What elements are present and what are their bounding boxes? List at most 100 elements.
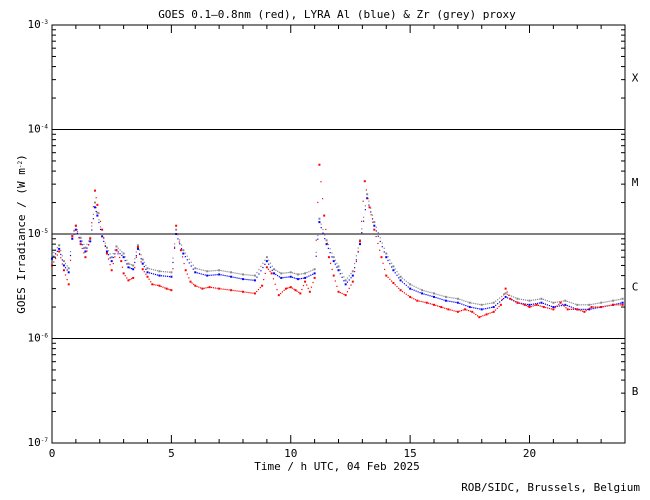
data-point — [141, 268, 144, 271]
data-point — [96, 214, 99, 217]
trace-dot — [252, 292, 254, 294]
series-1 — [51, 197, 624, 311]
trace-dot — [250, 274, 252, 276]
trace-dot — [362, 216, 365, 218]
trace-dot — [60, 253, 62, 256]
trace-dot — [467, 305, 469, 307]
trace-dot — [288, 276, 290, 278]
trace-dot — [76, 229, 79, 231]
trace-dot — [620, 304, 622, 306]
trace-dot — [275, 269, 277, 271]
trace-dot — [234, 276, 236, 279]
trace-dot — [554, 306, 556, 308]
trace-dot — [301, 288, 303, 291]
trace-dot — [198, 268, 200, 270]
data-point — [373, 221, 376, 224]
trace-dot — [565, 307, 567, 309]
trace-dot — [198, 272, 200, 274]
trace-dot — [614, 299, 616, 301]
trace-dot — [126, 259, 128, 261]
trace-dot — [484, 314, 486, 316]
trace-dot — [114, 249, 116, 251]
y-axis-label-main: GOES Irradiance / (W m — [15, 168, 28, 314]
data-point — [588, 308, 591, 311]
trace-dot — [117, 251, 119, 253]
trace-dot — [192, 264, 194, 266]
data-point — [284, 287, 287, 290]
trace-dot — [460, 309, 463, 312]
trace-dot — [417, 291, 419, 293]
trace-dot — [536, 298, 539, 301]
trace-dot — [135, 256, 137, 258]
trace-dot — [451, 309, 453, 311]
trace-dot — [262, 266, 264, 269]
trace-dot — [558, 303, 560, 305]
trace-dot — [264, 259, 266, 261]
trace-dot — [442, 307, 444, 309]
trace-dot — [526, 299, 529, 301]
data-point — [110, 256, 113, 259]
trace-dot — [234, 290, 236, 292]
trace-dot — [339, 269, 341, 271]
trace-dot — [150, 272, 153, 274]
trace-dot — [180, 244, 183, 246]
trace-dot — [534, 299, 537, 301]
trace-dot — [95, 210, 97, 213]
trace-dot — [566, 300, 568, 302]
trace-dot — [172, 261, 174, 264]
trace-dot — [295, 273, 297, 275]
trace-dot — [568, 301, 570, 303]
trace-dot — [465, 305, 467, 307]
trace-dot — [473, 312, 475, 314]
trace-dot — [320, 181, 322, 183]
trace-dot — [499, 301, 501, 303]
trace-dot — [346, 277, 349, 279]
trace-dot — [423, 293, 425, 295]
data-point — [294, 289, 297, 292]
trace-dot — [348, 279, 350, 281]
trace-dot — [532, 303, 535, 305]
trace-dot — [119, 253, 121, 255]
trace-dot — [307, 287, 309, 289]
data-point — [304, 272, 307, 275]
trace-dot — [164, 271, 167, 273]
trace-dot — [370, 207, 372, 209]
data-point — [242, 278, 244, 281]
trace-dot — [436, 305, 439, 307]
data-point — [600, 301, 603, 304]
trace-dot — [403, 279, 405, 281]
data-point — [325, 243, 328, 246]
trace-dot — [407, 286, 409, 288]
trace-dot — [372, 221, 374, 223]
trace-dot — [91, 229, 93, 231]
y-axis-label-exponent: -2 — [17, 160, 24, 168]
trace-dot — [427, 291, 429, 293]
data-point — [444, 295, 447, 298]
trace-dot — [422, 301, 424, 303]
trace-dot — [563, 305, 565, 307]
trace-dot — [554, 307, 556, 309]
trace-dot — [501, 299, 503, 301]
trace-dot — [140, 261, 142, 263]
data-point — [273, 272, 276, 275]
data-point — [141, 262, 144, 265]
trace-dot — [278, 271, 281, 273]
data-point — [84, 256, 87, 259]
data-point — [447, 308, 450, 311]
trace-dot — [382, 262, 384, 264]
trace-dot — [69, 254, 72, 257]
data-point — [115, 249, 118, 252]
trace-dot — [431, 303, 433, 305]
trace-dot — [379, 237, 381, 239]
trace-dot — [418, 300, 420, 302]
trace-dot — [610, 304, 612, 306]
data-point — [182, 252, 185, 255]
trace-dot — [324, 234, 326, 236]
trace-dot — [524, 299, 527, 301]
data-point — [105, 252, 108, 255]
trace-dot — [117, 247, 119, 249]
trace-dot — [312, 281, 314, 284]
trace-dot — [532, 305, 534, 307]
data-point — [206, 274, 209, 277]
trace-dot — [453, 301, 455, 303]
